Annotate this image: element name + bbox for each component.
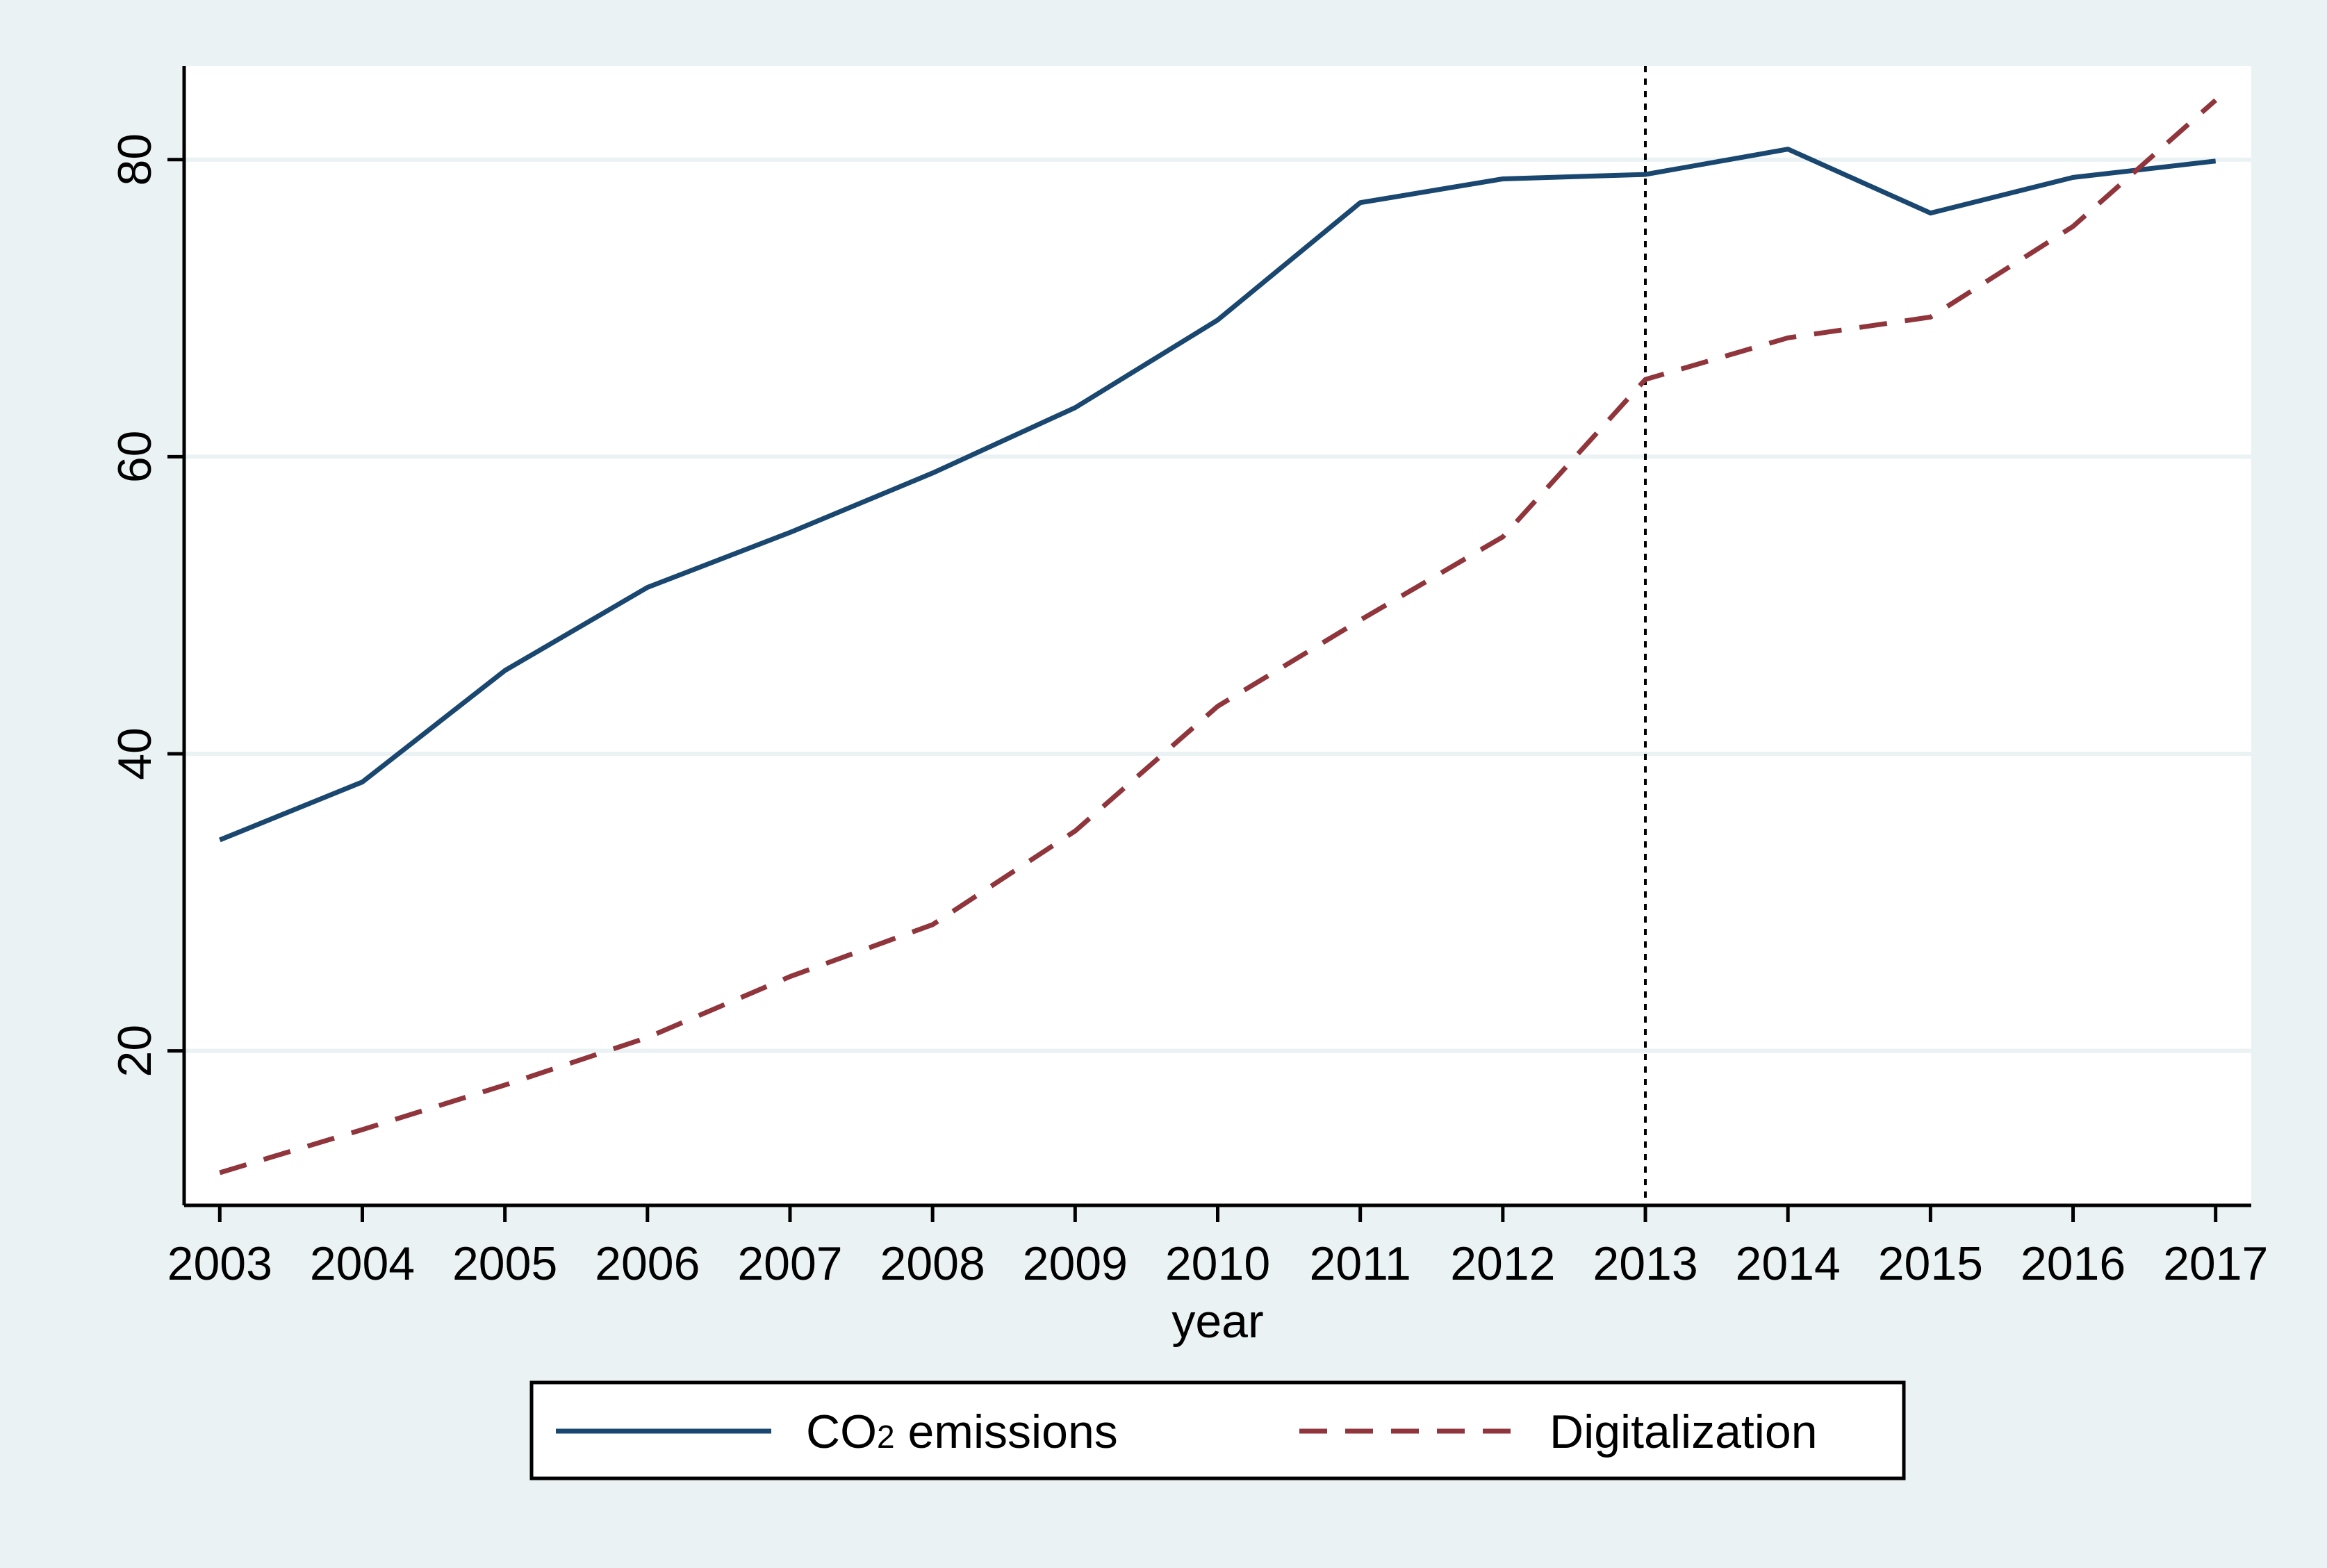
x-tick-label-2017: 2017 [2163,1237,2268,1290]
y-axis-ticks: 20 40 60 80 [108,133,184,1078]
x-tick-label-2004: 2004 [310,1237,415,1290]
y-tick-label-80: 80 [108,133,161,186]
series-line-co2-emissions [218,147,2217,843]
data-point-co2-2017 [2215,160,2217,162]
data-point-digitalization-2004 [361,1129,363,1130]
x-axis-ticks: 2003 2004 2005 2006 2007 2008 2009 2010 2011 2012… [167,1205,2268,1290]
y-tick-label-40: 40 [108,727,161,780]
data-point-co2-2014 [1787,149,1789,150]
data-point-co2-2015 [1930,213,1931,214]
x-tick-label-2011: 2011 [1310,1237,1411,1290]
data-point-digitalization-2008 [932,924,933,925]
data-point-co2-2013 [1645,174,1646,175]
data-point-co2-2016 [2073,176,2074,178]
y-tick-label-20: 20 [108,1025,161,1078]
x-tick-label-2016: 2016 [2021,1237,2125,1290]
x-tick-label-2005: 2005 [452,1237,557,1290]
data-point-digitalization-2012 [1502,536,1504,538]
data-point-co2-2006 [647,587,648,588]
data-point-digitalization-2006 [647,1037,648,1038]
x-tick-label-2014: 2014 [1736,1237,1841,1290]
legend-label-co2-subscript: 2 [877,1419,895,1455]
x-tick-label-2009: 2009 [1023,1237,1128,1290]
data-point-digitalization-2010 [1217,706,1219,707]
data-point-co2-2011 [1360,202,1361,204]
x-tick-label-2003: 2003 [167,1237,272,1290]
data-point-digitalization-2009 [1074,830,1076,832]
data-point-co2-2007 [789,531,791,533]
data-point-digitalization-2007 [789,976,791,977]
data-point-digitalization-2015 [1930,316,1931,317]
legend-label-co2-emissions: CO2 emissions [806,1405,1118,1458]
data-point-digitalization-2003 [219,1172,220,1173]
legend-label-co2-main: CO [806,1405,877,1458]
y-tick-label-60: 60 [108,431,161,484]
legend-label-digitalization: Digitalization [1549,1405,1818,1458]
grid-lines [184,157,2251,1053]
data-point-co2-2003 [219,839,220,841]
legend-label-co2-rest: emissions [895,1405,1118,1458]
data-point-co2-2010 [1217,320,1219,321]
data-point-co2-2008 [932,472,933,474]
data-point-digitalization-2016 [2073,226,2074,227]
data-point-digitalization-2005 [504,1084,506,1086]
data-point-digitalization-2017 [2215,99,2217,101]
data-point-co2-2012 [1502,179,1504,180]
data-point-co2-2005 [504,670,506,671]
series-line-digitalization [219,98,2218,1175]
x-tick-label-2007: 2007 [737,1237,842,1290]
x-tick-label-2010: 2010 [1165,1237,1270,1290]
x-tick-label-2012: 2012 [1450,1237,1555,1290]
plot-area [184,66,2251,1205]
x-tick-label-2015: 2015 [1878,1237,1983,1290]
data-point-co2-2004 [361,782,363,783]
data-point-co2-2009 [1074,407,1076,408]
x-tick-label-2008: 2008 [880,1237,985,1290]
data-point-digitalization-2013 [1645,379,1646,380]
axes: 20 40 60 80 2003 2004 2005 2006 2007 2008 2009 201… [108,66,2268,1290]
x-tick-label-2013: 2013 [1593,1237,1697,1290]
legend: CO2 emissions Digitalization [529,1380,1906,1480]
x-tick-label-2006: 2006 [595,1237,700,1290]
data-point-digitalization-2014 [1787,337,1789,338]
x-axis-title: year [1171,1295,1263,1348]
data-series [218,98,2218,1175]
data-point-digitalization-2011 [1360,620,1361,621]
